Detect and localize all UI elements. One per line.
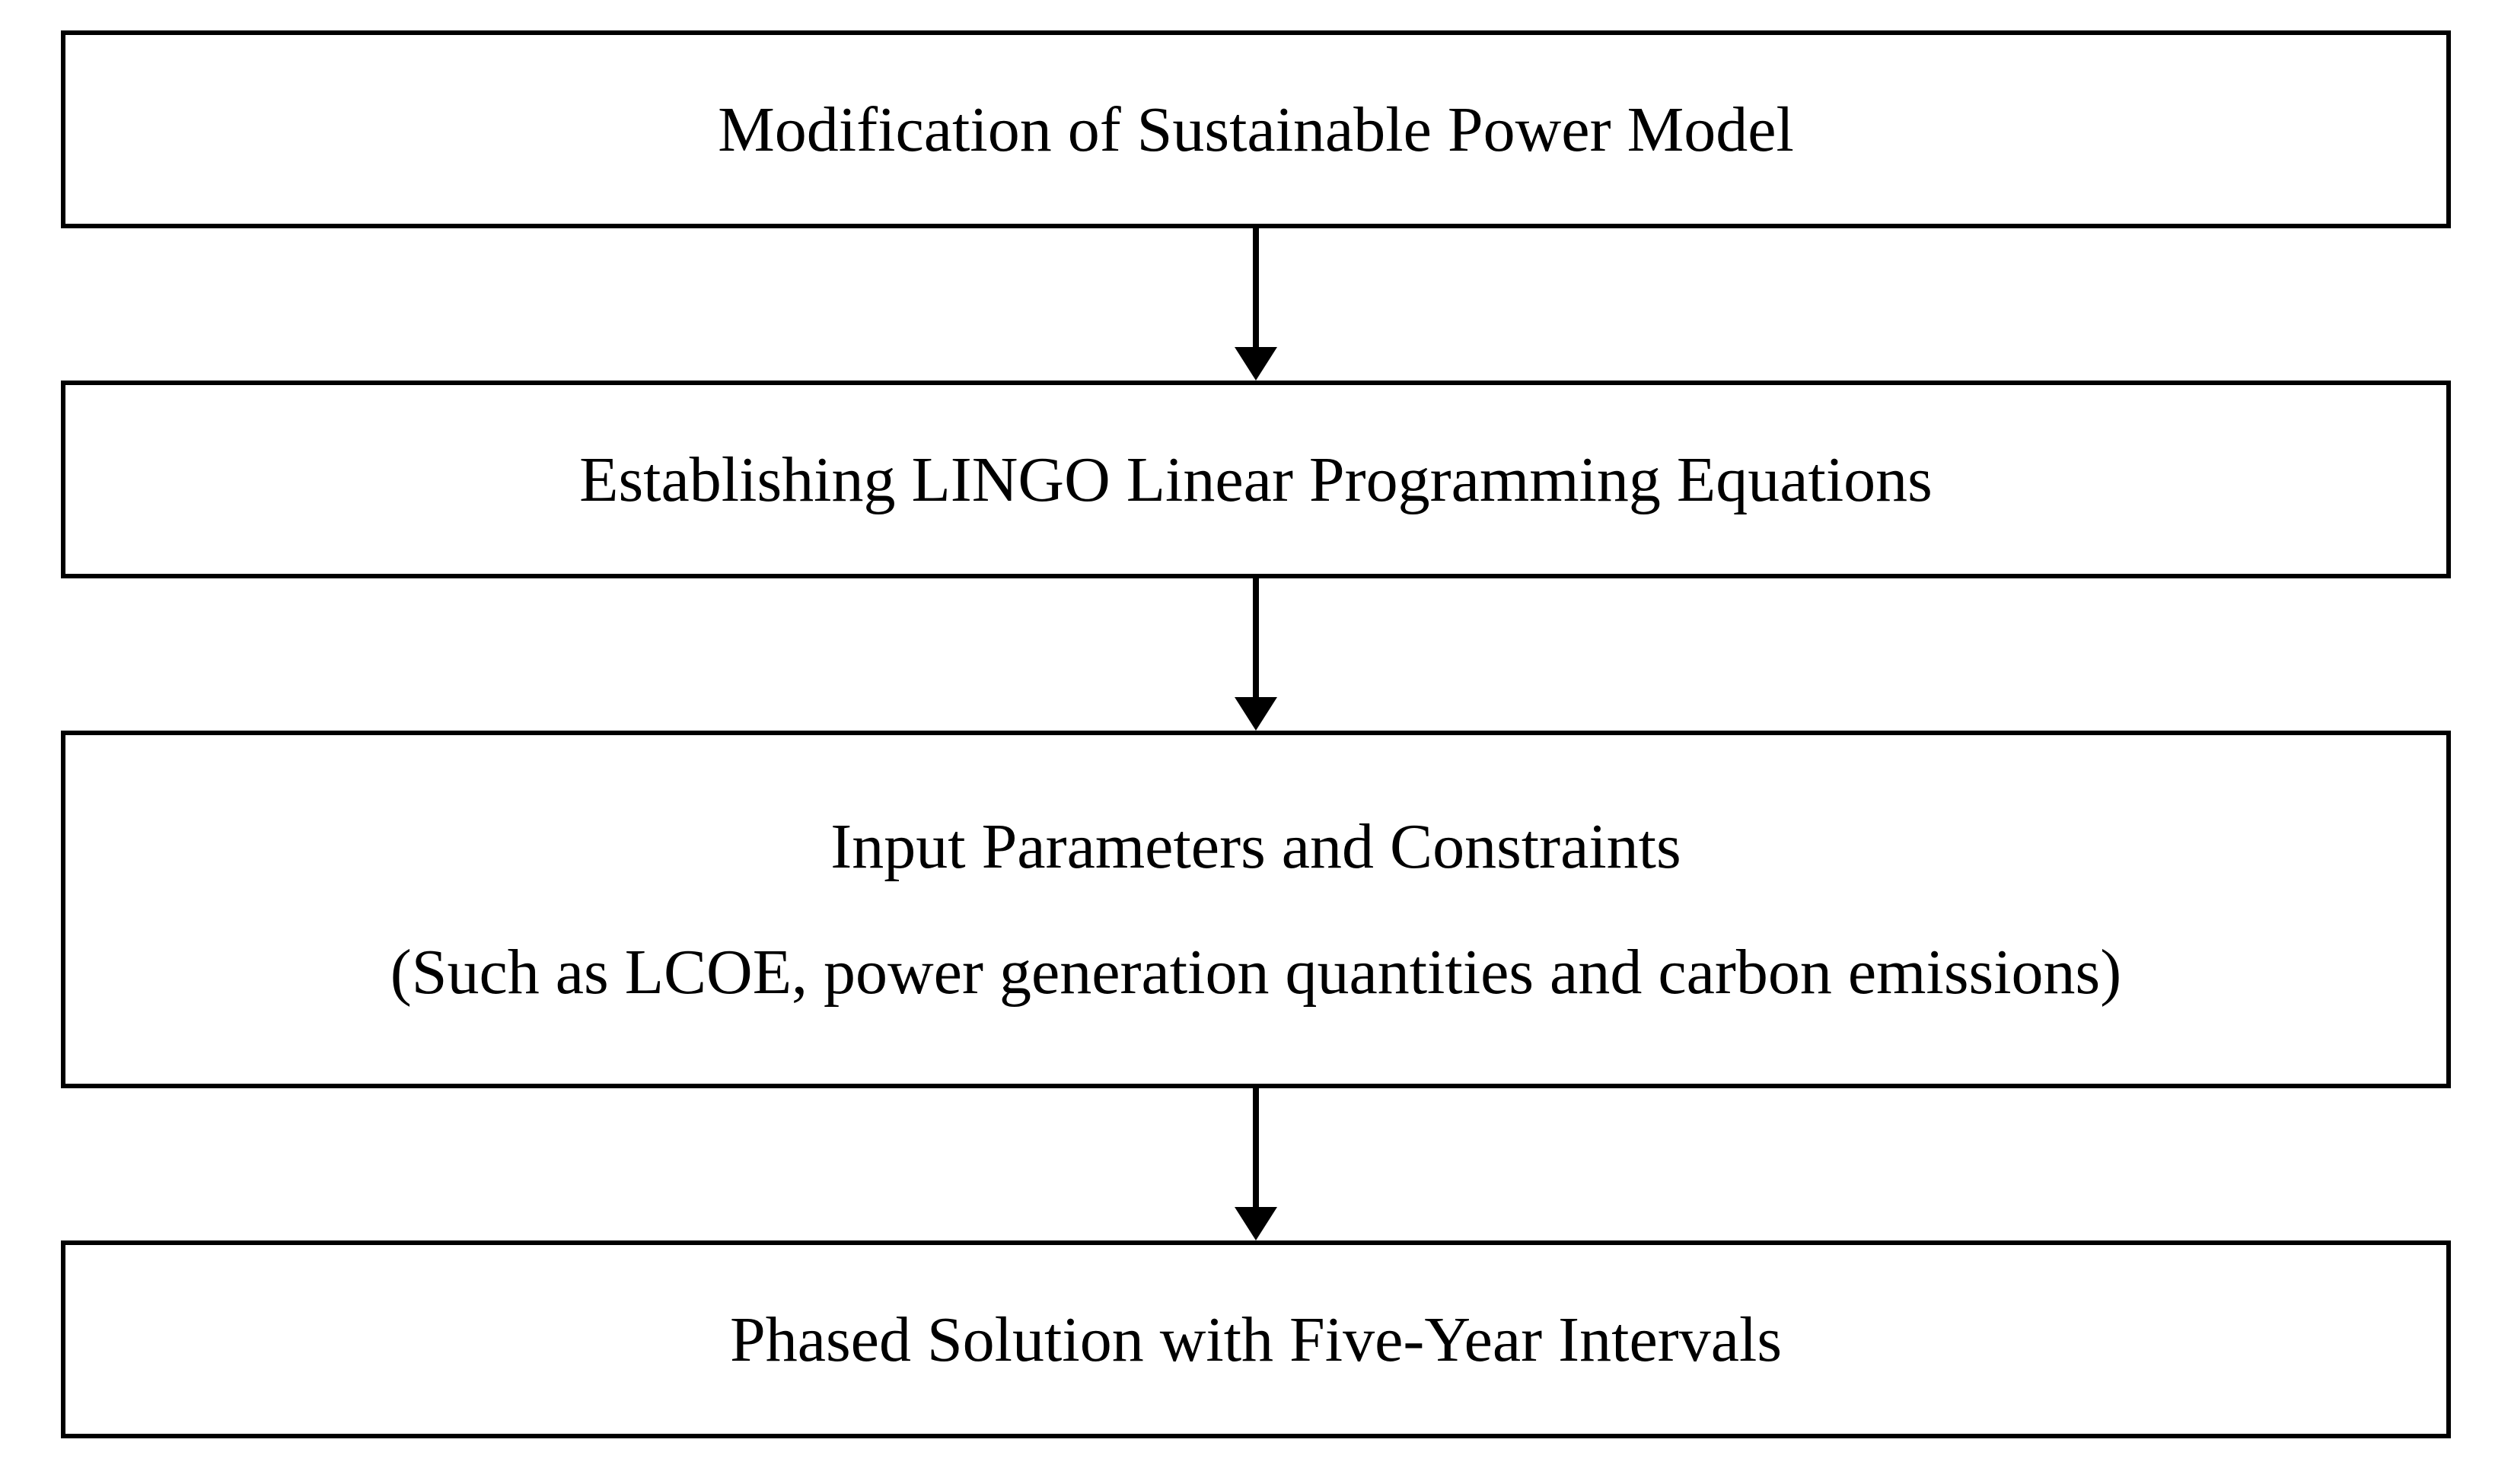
flow-node-3-text-1: Input Parameters and Constraints	[830, 807, 1681, 887]
flow-node-4-text: Phased Solution with Five-Year Intervals	[730, 1300, 1782, 1380]
flow-arrow-2-head	[1235, 697, 1277, 731]
flow-arrow-2-stem	[1253, 578, 1259, 697]
flow-node-4: Phased Solution with Five-Year Intervals	[61, 1240, 2451, 1438]
flow-arrow-3-stem	[1253, 1088, 1259, 1207]
flow-node-1: Modification of Sustainable Power Model	[61, 30, 2451, 228]
flow-arrow-1-stem	[1253, 228, 1259, 347]
flow-arrow-1-head	[1235, 347, 1277, 381]
flow-arrow-3-head	[1235, 1207, 1277, 1240]
flow-node-3: Input Parameters and Constraints (Such a…	[61, 731, 2451, 1088]
flowchart-canvas: Modification of Sustainable Power Model …	[0, 0, 2511, 1484]
flow-node-2: Establishing LINGO Linear Programming Eq…	[61, 381, 2451, 578]
flow-node-1-text: Modification of Sustainable Power Model	[718, 90, 1794, 170]
flow-node-3-text-2: (Such as LCOE, power generation quantiti…	[390, 932, 2121, 1012]
flow-node-2-text: Establishing LINGO Linear Programming Eq…	[579, 440, 1933, 520]
